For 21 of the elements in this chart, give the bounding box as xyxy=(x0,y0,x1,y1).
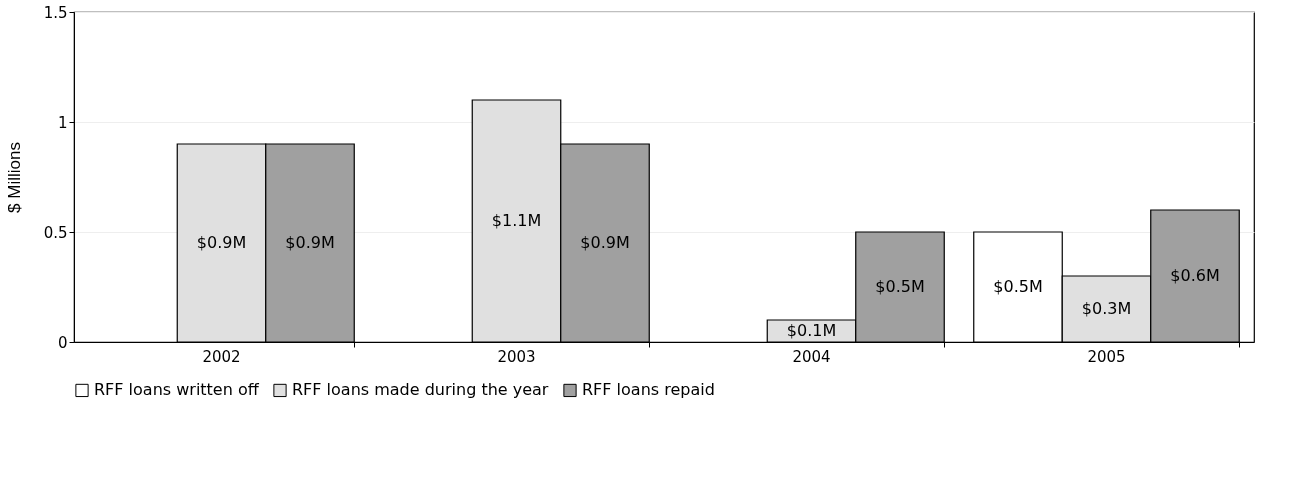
data-label: $0.5M xyxy=(875,277,925,296)
data-label: $0.1M xyxy=(786,321,837,340)
y-tick-label: 0.5 xyxy=(43,223,68,242)
data-label: $0.9M xyxy=(285,233,335,252)
data-label: $0.9M xyxy=(580,233,630,252)
legend-label: RFF loans written off xyxy=(94,380,260,400)
data-label: $0.3M xyxy=(1081,299,1132,318)
x-tick-label: 2003 xyxy=(497,347,536,366)
y-tick-label: 1 xyxy=(57,113,68,132)
y-tick-label: 1.5 xyxy=(43,3,68,22)
data-label: $0.9M xyxy=(196,233,247,252)
legend-label: RFF loans repaid xyxy=(582,380,715,400)
data-label: $1.1M xyxy=(491,211,542,230)
x-tick-label: 2005 xyxy=(1087,347,1126,366)
y-tick-label: 0 xyxy=(57,333,68,352)
legend-label: RFF loans made during the year xyxy=(292,380,549,400)
data-label: $0.5M xyxy=(993,277,1043,296)
data-label: $0.6M xyxy=(1170,266,1220,285)
x-tick-label: 2002 xyxy=(202,347,241,366)
x-tick-label: 2004 xyxy=(792,347,831,366)
y-axis-title: $ Millions xyxy=(4,142,24,213)
